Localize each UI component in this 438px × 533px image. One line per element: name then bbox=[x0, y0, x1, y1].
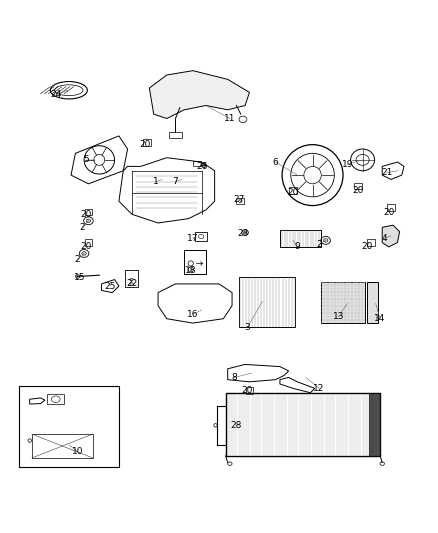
Bar bbox=[369, 393, 380, 456]
Text: 18: 18 bbox=[185, 266, 197, 276]
Bar bbox=[289, 187, 297, 193]
Polygon shape bbox=[71, 136, 127, 184]
Bar bbox=[143, 139, 151, 146]
Polygon shape bbox=[119, 158, 215, 223]
Text: 15: 15 bbox=[74, 273, 85, 282]
Bar bbox=[280, 230, 321, 247]
Polygon shape bbox=[149, 71, 250, 118]
Text: 14: 14 bbox=[374, 314, 386, 323]
Bar bbox=[169, 132, 182, 138]
Bar bbox=[85, 209, 92, 215]
Text: 20: 20 bbox=[383, 207, 395, 216]
Text: 9: 9 bbox=[294, 243, 300, 252]
Bar bbox=[239, 277, 295, 327]
Text: 2: 2 bbox=[79, 223, 85, 232]
Polygon shape bbox=[382, 225, 399, 247]
Text: 19: 19 bbox=[342, 160, 353, 169]
Polygon shape bbox=[382, 162, 404, 180]
Text: 17: 17 bbox=[187, 233, 199, 243]
Bar bbox=[47, 393, 64, 405]
Text: 8: 8 bbox=[231, 373, 237, 382]
Ellipse shape bbox=[323, 239, 328, 242]
Bar bbox=[387, 205, 395, 211]
Bar bbox=[321, 282, 365, 323]
Text: 6: 6 bbox=[273, 158, 279, 166]
Text: 12: 12 bbox=[314, 384, 325, 393]
Text: 2: 2 bbox=[75, 255, 80, 264]
Text: 20: 20 bbox=[139, 140, 151, 149]
Text: 24: 24 bbox=[50, 90, 61, 99]
Bar bbox=[195, 232, 207, 241]
Bar bbox=[354, 183, 362, 189]
Text: 7: 7 bbox=[173, 177, 178, 186]
Text: 5: 5 bbox=[83, 156, 89, 164]
Text: 11: 11 bbox=[224, 114, 236, 123]
Bar bbox=[246, 387, 253, 394]
Text: 20: 20 bbox=[81, 243, 92, 252]
Polygon shape bbox=[102, 279, 119, 293]
Bar bbox=[32, 434, 93, 458]
Text: 13: 13 bbox=[333, 312, 344, 321]
Polygon shape bbox=[158, 284, 232, 323]
Text: 25: 25 bbox=[105, 281, 116, 290]
Text: 20: 20 bbox=[353, 186, 364, 195]
Text: 4: 4 bbox=[381, 233, 387, 243]
Bar bbox=[367, 282, 378, 323]
Text: 16: 16 bbox=[187, 310, 199, 319]
Polygon shape bbox=[30, 398, 45, 404]
Text: 10: 10 bbox=[72, 447, 83, 456]
Bar bbox=[226, 393, 380, 456]
Bar bbox=[193, 161, 201, 166]
Bar bbox=[367, 239, 375, 246]
Ellipse shape bbox=[82, 252, 86, 255]
Polygon shape bbox=[228, 365, 289, 382]
Text: 1: 1 bbox=[153, 177, 159, 186]
Text: 26: 26 bbox=[196, 162, 207, 171]
Polygon shape bbox=[280, 377, 315, 393]
Text: 21: 21 bbox=[381, 168, 392, 177]
Text: 20: 20 bbox=[81, 210, 92, 219]
Bar bbox=[19, 386, 119, 467]
Ellipse shape bbox=[86, 219, 91, 223]
Bar bbox=[237, 198, 244, 204]
Text: 23: 23 bbox=[237, 229, 249, 238]
Text: 20: 20 bbox=[361, 243, 373, 252]
Text: 22: 22 bbox=[126, 279, 138, 288]
Text: 3: 3 bbox=[244, 323, 250, 332]
Text: 27: 27 bbox=[233, 195, 244, 204]
Text: 20: 20 bbox=[242, 386, 253, 395]
Text: 28: 28 bbox=[231, 421, 242, 430]
Bar bbox=[85, 239, 92, 246]
Text: 2: 2 bbox=[316, 240, 322, 249]
Bar bbox=[125, 270, 138, 287]
Bar bbox=[184, 251, 206, 274]
Text: 20: 20 bbox=[287, 188, 299, 197]
